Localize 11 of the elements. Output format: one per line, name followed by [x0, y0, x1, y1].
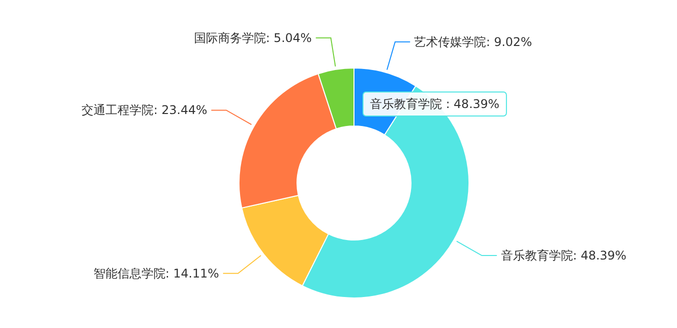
data-label: : 9.02%	[486, 34, 532, 49]
annotation: 音乐教育学院 : 48.39%	[362, 92, 507, 116]
data-label: : 14.11%	[165, 266, 220, 280]
data-label: : 23.44%	[154, 103, 208, 118]
data-label: : 5.04%	[266, 30, 312, 45]
slice-label: 国际商务学院	[194, 30, 266, 45]
slice-label: 艺术传媒学院	[414, 34, 486, 49]
slice-label: 智能信息学院	[93, 266, 166, 280]
slice-label: 音乐教育学院	[500, 248, 573, 263]
data-label: : 48.39%	[572, 248, 626, 263]
slice-label: 交通工程学院	[82, 103, 154, 118]
